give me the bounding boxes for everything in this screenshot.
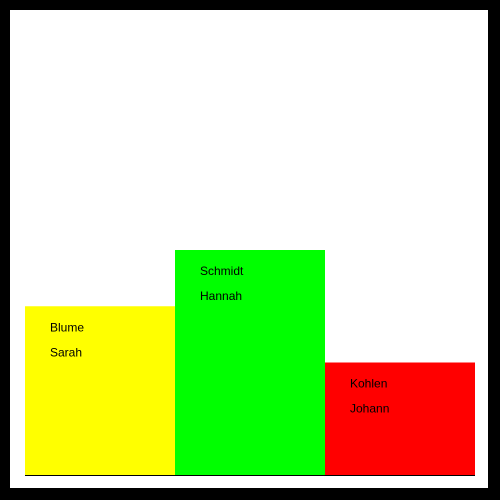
bar-label-first-name: Hannah xyxy=(200,289,242,303)
bar-chart: Blume Sarah Schmidt Hannah Kohlen Johann xyxy=(25,250,475,476)
bar-kohlen xyxy=(325,362,475,475)
bar-blume xyxy=(25,306,175,475)
bar-schmidt xyxy=(175,250,325,475)
bars-layer: Blume Sarah Schmidt Hannah Kohlen Johann xyxy=(25,250,475,475)
bar-group-schmidt: Schmidt Hannah xyxy=(175,250,325,475)
bar-label-first-name: Johann xyxy=(350,402,389,416)
bar-group-blume: Blume Sarah xyxy=(25,306,175,475)
bar-label-last-name: Schmidt xyxy=(200,264,244,278)
bar-label-last-name: Blume xyxy=(50,320,84,334)
bar-label-first-name: Sarah xyxy=(50,345,82,359)
bar-group-kohlen: Kohlen Johann xyxy=(325,362,475,475)
bar-label-last-name: Kohlen xyxy=(350,377,387,391)
chart-frame: Blume Sarah Schmidt Hannah Kohlen Johann xyxy=(10,10,488,488)
